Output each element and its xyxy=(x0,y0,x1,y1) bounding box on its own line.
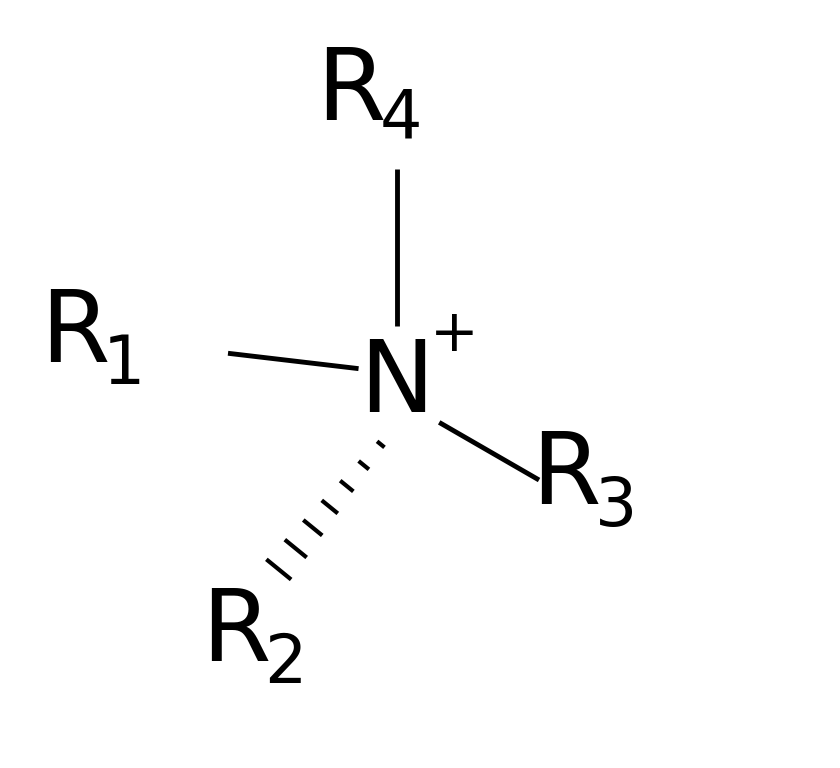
Text: 2: 2 xyxy=(265,631,307,697)
Text: R: R xyxy=(316,44,386,141)
Text: 4: 4 xyxy=(380,86,422,152)
Text: +: + xyxy=(430,306,479,362)
Text: 1: 1 xyxy=(103,332,145,398)
Text: 3: 3 xyxy=(595,474,637,540)
Text: N: N xyxy=(360,336,434,432)
Text: R: R xyxy=(201,585,270,682)
Text: R: R xyxy=(39,286,109,382)
Text: R: R xyxy=(531,428,601,525)
